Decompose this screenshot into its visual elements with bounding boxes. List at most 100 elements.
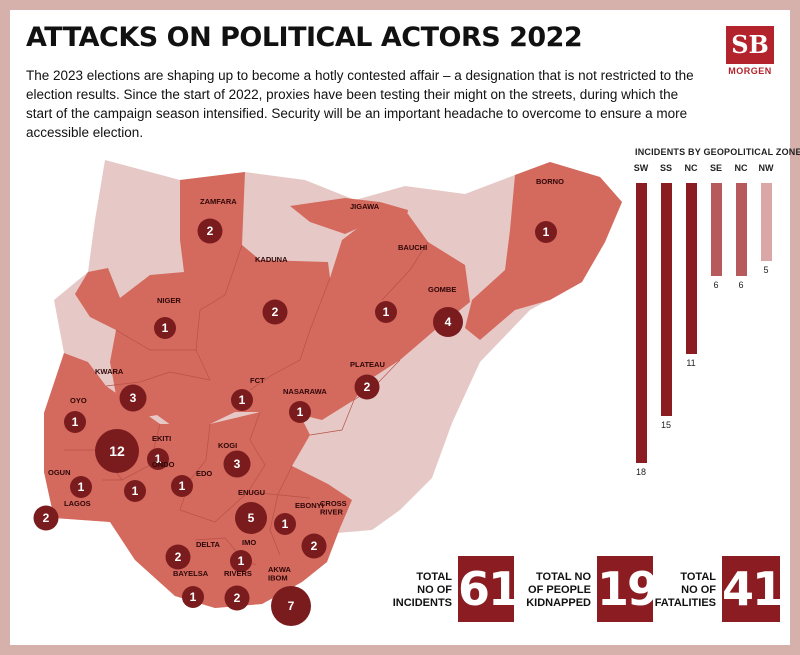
- incident-circle-delta: [165, 544, 191, 570]
- zone-label-ss-1: SS: [659, 163, 672, 173]
- state-label-cross-river: CROSS RIVER: [320, 499, 347, 517]
- sb-morgen-logo: SB MORGEN: [720, 26, 780, 78]
- incident-count-ekiti: 1: [155, 452, 162, 466]
- zone-label-nc-4: NC: [734, 163, 748, 173]
- state-label-borno: BORNO: [536, 177, 564, 186]
- zone-value-nc-4: 6: [738, 280, 744, 291]
- incident-circle-edo: [171, 475, 193, 497]
- total-stat-value: 61: [458, 556, 520, 622]
- logo-wordmark: MORGEN: [728, 66, 772, 76]
- incident-count-cross-river: 2: [311, 539, 318, 553]
- incident-count-fct: 1: [239, 393, 246, 407]
- state-label-kogi: KOGI: [218, 441, 237, 450]
- incident-circle-kwara: [119, 384, 147, 412]
- incident-circle-bayelsa: [182, 586, 204, 608]
- incident-circle-enugu: [235, 502, 267, 534]
- zone-value-nw-5: 5: [763, 264, 769, 275]
- total-stat-2: TOTAL NO OF FATALITIES 41: [655, 556, 784, 622]
- incident-circle-lagos: [33, 505, 59, 531]
- state-label-bauchi: BAUCHI: [398, 243, 427, 252]
- incident-circle-cross-river: [301, 533, 327, 559]
- incident-circle-state-13: [95, 429, 139, 473]
- incident-count-gombe: 4: [445, 315, 452, 329]
- total-stat-label: TOTAL NO OF FATALITIES: [654, 571, 716, 609]
- incident-circle-ebonyi: [274, 513, 296, 535]
- state-label-rivers: RIVERS: [224, 569, 252, 578]
- state-label-edo: EDO: [196, 469, 212, 478]
- zone-value-nc-2: 11: [686, 358, 696, 369]
- zones-chart-title: INCIDENTS BY GEOPOLITICAL ZONES: [635, 147, 800, 157]
- incident-count-edo: 1: [179, 479, 186, 493]
- incident-circle-borno: [535, 221, 557, 243]
- state-region-jigawa: [290, 198, 408, 234]
- incident-count-kaduna: 2: [272, 305, 279, 319]
- incident-circle-gombe: [433, 307, 463, 337]
- zone-value-se-3: 6: [713, 280, 719, 291]
- incident-count-enugu: 5: [248, 511, 255, 525]
- incident-count-state-13: 12: [109, 443, 125, 459]
- incident-count-imo: 1: [238, 554, 245, 568]
- zone-label-nc-2: NC: [684, 163, 698, 173]
- zone-bar-ss-1: [661, 183, 672, 417]
- incident-circle-fct: [231, 389, 253, 411]
- state-label-enugu: ENUGU: [238, 488, 265, 497]
- intro-paragraph: The 2023 elections are shaping up to bec…: [26, 68, 694, 140]
- zone-bar-nc-4: [736, 183, 747, 277]
- zone-value-sw-0: 18: [635, 467, 646, 477]
- zone-bar-se-3: [711, 183, 722, 277]
- incident-circle-rivers: [224, 585, 250, 611]
- incident-circle-kaduna: [262, 299, 288, 325]
- state-label-plateau: PLATEAU: [350, 360, 385, 369]
- state-label-lagos: LAGOS: [64, 499, 91, 508]
- zone-label-nw-5: NW: [758, 163, 774, 173]
- state-label-kwara: KWARA: [95, 367, 124, 376]
- incident-circle-kogi: [223, 450, 251, 478]
- state-borders: [64, 241, 429, 566]
- incident-count-zamfara: 2: [207, 224, 214, 238]
- zone-bar-sw-0: [636, 183, 647, 463]
- state-region-borno: [465, 162, 622, 340]
- incident-count-bayelsa: 1: [190, 590, 197, 604]
- logo-mark: SB: [726, 26, 774, 64]
- incident-circle-imo: [230, 550, 252, 572]
- state-label-jigawa: JIGAWA: [350, 202, 380, 211]
- incident-count-ogun: 1: [78, 480, 85, 494]
- state-label-niger: NIGER: [157, 296, 181, 305]
- state-label-akwa-ibom: AKWA IBOM: [268, 565, 291, 583]
- incident-count-state-7: 1: [383, 305, 390, 319]
- zone-bar-nc-2: [686, 183, 697, 355]
- incident-count-lagos: 2: [43, 511, 50, 525]
- incident-circle-ogun: [70, 476, 92, 498]
- incident-count-borno: 1: [543, 225, 550, 239]
- zone-label-se-3: SE: [709, 163, 722, 173]
- zone-label-sw-0: SW: [633, 163, 649, 173]
- state-label-zamfara: ZAMFARA: [200, 197, 237, 206]
- state-label-imo: IMO: [242, 538, 256, 547]
- incident-count-ebonyi: 1: [282, 517, 289, 531]
- incident-circle-akwa-ibom: [271, 586, 311, 626]
- state-label-gombe: GOMBE: [428, 285, 456, 294]
- incident-circle-nasarawa: [289, 401, 311, 423]
- state-label-ebonyi: EBONYI: [295, 501, 324, 510]
- state-label-ekiti: EKITI: [152, 434, 171, 443]
- incident-count-kogi: 3: [234, 457, 241, 471]
- incident-circle-plateau: [354, 374, 380, 400]
- state-label-bayelsa: BAYELSA: [173, 569, 209, 578]
- nigeria-map: ZAMFARA 2 JIGAWA BORNO 1 BAUCHI KADUNA 2 NIGER 1 G…: [33, 160, 622, 626]
- total-stat-label: TOTAL NO OF PEOPLE KIDNAPPED: [526, 571, 591, 609]
- incident-count-delta: 2: [175, 550, 182, 564]
- state-label-delta: DELTA: [196, 540, 220, 549]
- state-region-south: [44, 353, 352, 608]
- infographic-frame: ATTACKS ON POLITICAL ACTORS 2022 The 202…: [10, 10, 800, 645]
- incident-count-niger: 1: [162, 321, 169, 335]
- incident-count-akwa-ibom: 7: [288, 599, 295, 613]
- incident-count-rivers: 2: [234, 591, 241, 605]
- incident-circle-ekiti: [147, 448, 169, 470]
- total-stat-value: 41: [722, 556, 784, 622]
- state-label-fct: FCT: [250, 376, 265, 385]
- incident-circle-ondo: [124, 480, 146, 502]
- incident-count-oyo: 1: [72, 415, 79, 429]
- incident-count-kwara: 3: [130, 391, 137, 405]
- state-label-nasarawa: NASARAWA: [283, 387, 327, 396]
- state-label-oyo: OYO: [70, 396, 87, 405]
